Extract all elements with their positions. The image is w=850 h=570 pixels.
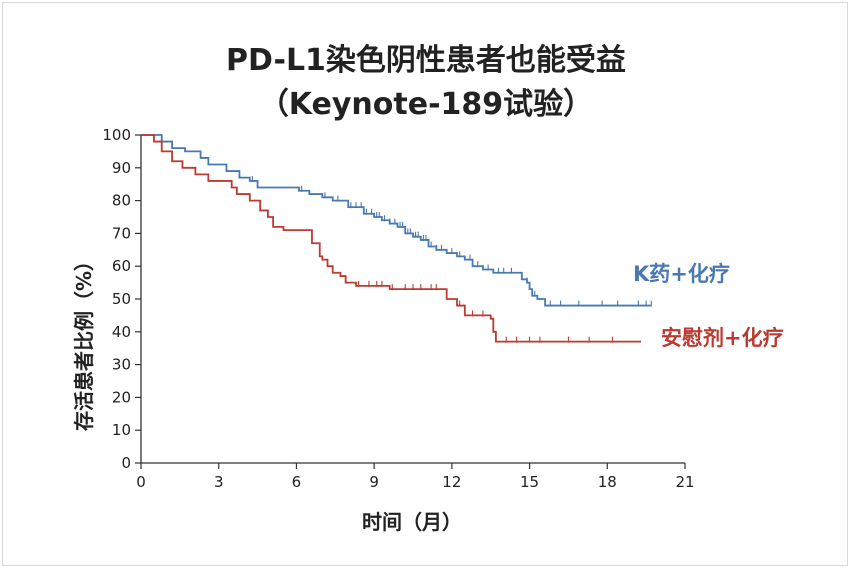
km-plot: 0 10 20 30 40 50 60 70 80 90 100 0 3 6 9 12 15 18 21 时间（月）… [72,126,784,534]
chart-title: PD-L1染色阴性患者也能受益 [226,43,626,78]
x-tick-label: 21 [675,473,694,491]
x-tick-label: 9 [369,473,379,491]
y-tick-label: 50 [112,290,131,308]
y-tick-label: 40 [112,323,131,341]
series-line-placebo-chemo [141,134,641,343]
x-tick-label: 3 [214,473,224,491]
y-tick-label: 0 [121,454,131,472]
y-tick-label: 30 [112,356,131,374]
x-tick-label: 15 [520,473,539,491]
y-tick-label: 60 [112,257,131,275]
series-layer [141,134,652,343]
y-tick-label: 80 [112,192,131,210]
y-tick-label: 100 [102,126,131,144]
chart-subtitle: （Keynote-189试验） [258,87,594,122]
y-axis-label: 存活患者比例（%） [72,251,96,431]
legend-k-chemo: K药+化疗 [633,262,730,286]
axes: 0 10 20 30 40 50 60 70 80 90 100 0 3 6 9 12 15 18 21 [102,126,694,491]
y-tick-label: 90 [112,159,131,177]
y-tick-label: 20 [112,388,131,406]
x-tick-label: 0 [136,473,146,491]
x-tick-label: 6 [292,473,302,491]
x-tick-label: 18 [598,473,617,491]
y-tick-label: 10 [112,421,131,439]
series-line-k-chemo [141,134,652,307]
legend-placebo-chemo: 安慰剂+化疗 [661,326,784,350]
x-tick-label: 12 [442,473,461,491]
x-axis-label: 时间（月） [362,510,462,534]
y-tick-label: 70 [112,224,131,242]
